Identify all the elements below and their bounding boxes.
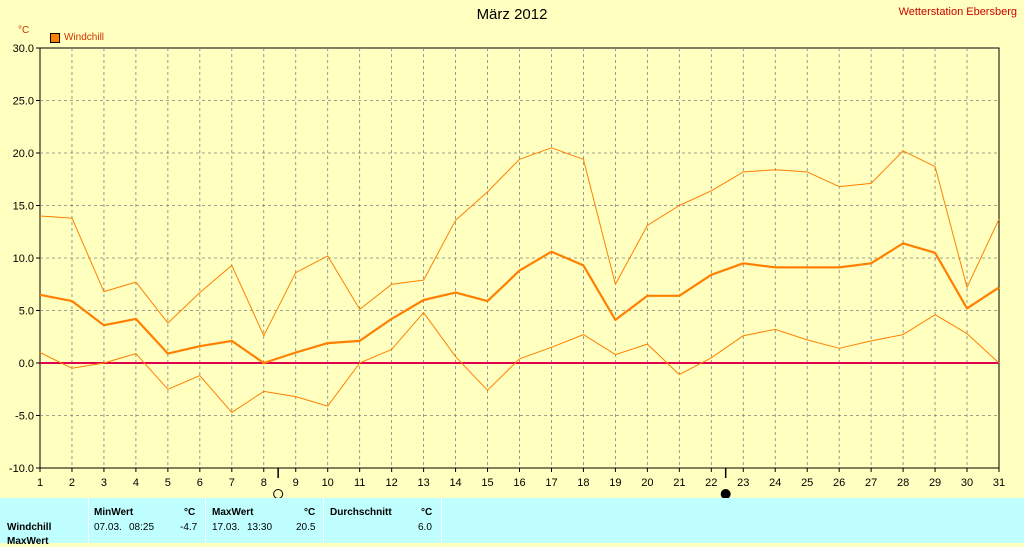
x-tick-label: 21 [673,477,685,489]
y-tick-label: 30.0 [13,43,34,55]
x-tick-label: 30 [961,477,973,489]
x-tick-label: 9 [293,477,299,489]
avg-value: 6.0 [418,522,432,533]
x-tick-label: 10 [322,477,334,489]
full-moon-icon [273,489,284,498]
x-tick-label: 24 [769,477,781,489]
x-tick-label: 15 [481,477,493,489]
chart-area: -10.0-5.00.05.010.015.020.025.030.01 2 3 4 5… [9,43,1005,498]
chart-title: März 2012 [476,6,548,23]
x-tick-label: 19 [609,477,621,489]
x-tick-label: 4 [133,477,139,489]
x-tick-label: 5 [165,477,171,489]
x-tick-label: 14 [449,477,461,489]
stats-divider [441,498,442,543]
x-tick-label: 2 [69,477,75,489]
stats-divider [88,498,89,543]
y-unit-label: °C [18,25,30,36]
x-tick-label: 23 [737,477,749,489]
y-tick-label: -10.0 [9,463,34,475]
min-unit: °C [184,507,196,518]
legend-label: Windchill [64,32,105,43]
y-tick-label: 5.0 [19,306,34,318]
x-tick-label: 7 [229,477,235,489]
x-tick-label: 16 [513,477,525,489]
series-line-max [39,147,1000,337]
min-value: -4.7 [180,522,198,533]
x-tick-label: 6 [197,477,203,489]
x-tick-label: 27 [865,477,877,489]
y-tick-label: 20.0 [13,148,34,160]
x-tick-label: 18 [577,477,589,489]
max-time: 13:30 [247,522,273,533]
x-tick-label: 20 [641,477,653,489]
stats-row2-label: MaxWert [7,536,49,547]
legend-swatch [50,32,60,43]
legend: Windchill [50,32,104,43]
min-date: 07.03. [94,522,122,533]
max-date: 17.03. [212,522,240,533]
x-tick-label: 12 [386,477,398,489]
avg-unit: °C [421,507,433,518]
series-line-min [39,312,1000,413]
x-tick-label: 22 [705,477,717,489]
x-tick-label: 17 [545,477,557,489]
y-tick-label: -5.0 [15,411,34,423]
x-tick-label: 11 [354,477,365,489]
y-tick-label: 10.0 [13,253,34,265]
stats-row-label: Windchill [7,522,52,533]
y-tick-label: 15.0 [13,201,34,213]
x-tick-label: 29 [929,477,941,489]
max-header: MaxWert [212,507,254,518]
min-header: MinWert [94,507,134,518]
max-value: 20.5 [296,522,316,533]
x-tick-label: 26 [833,477,845,489]
stats-divider [323,498,324,543]
station-name: Wetterstation Ebersberg [898,6,1017,18]
x-tick-label: 8 [261,477,267,489]
min-time: 08:25 [129,522,155,533]
max-unit: °C [304,507,316,518]
y-tick-label: 25.0 [13,96,34,108]
x-tick-label: 28 [897,477,909,489]
stats-divider [205,498,206,543]
x-tick-label: 13 [417,477,429,489]
y-tick-label: 0.0 [19,358,34,370]
new-moon-icon [720,489,731,498]
avg-header: Durchschnitt [330,507,392,518]
x-tick-label: 25 [801,477,813,489]
x-tick-label: 1 [37,477,43,489]
stats-panel: Windchill MaxWert MinWert °C 07.03. 08:2… [0,498,1024,547]
series-line-mean [39,242,1000,365]
x-tick-label: 3 [101,477,107,489]
x-tick-label: 31 [993,477,1005,489]
